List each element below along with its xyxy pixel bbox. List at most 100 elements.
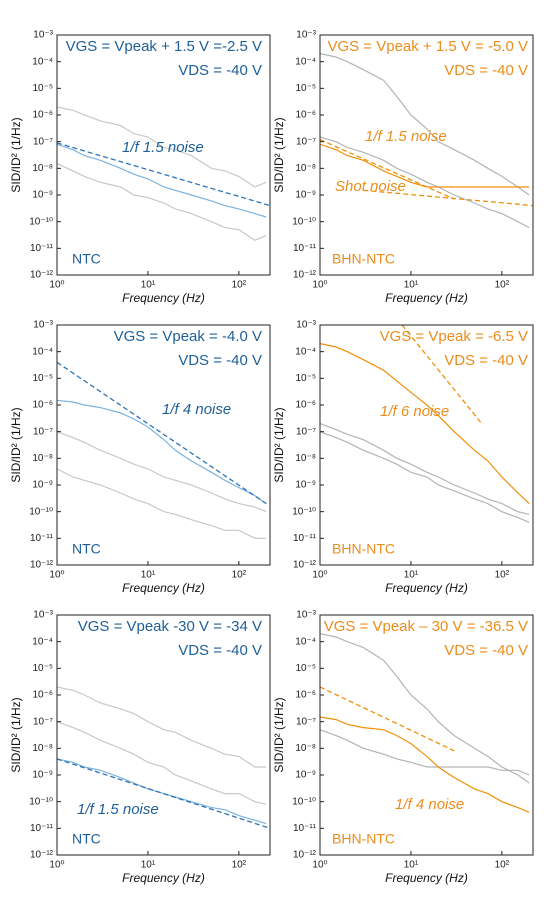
x-tick-label: 10² (495, 570, 510, 581)
y-axis-label: SID/ID² (1/Hz) (272, 407, 286, 482)
x-tick-label: 10² (495, 280, 510, 291)
y-tick-label: 10⁻³ (296, 30, 316, 41)
series-line (57, 106, 267, 188)
annotation: VDS = -40 V (444, 62, 528, 79)
series-line (320, 139, 455, 200)
annotation: 1/f 1.5 noise (77, 801, 159, 818)
annotation: Shot noise (335, 178, 406, 195)
series-line (320, 53, 530, 196)
y-tick-label: 10⁻⁵ (32, 663, 53, 674)
series-line (320, 423, 530, 515)
y-axis-label: SID/ID² (1/Hz) (272, 117, 286, 192)
x-axis-label: Frequency (Hz) (122, 871, 205, 885)
plot-frame (56, 324, 271, 566)
y-tick-label: 10⁻⁶ (32, 690, 53, 701)
y-tick-label: 10⁻⁴ (32, 346, 53, 357)
x-tick-label: 10¹ (141, 860, 156, 871)
y-tick-label: 10⁻⁸ (295, 743, 316, 754)
x-axis-label: Frequency (Hz) (122, 291, 205, 305)
annotation: VDS = -40 V (444, 642, 528, 659)
annotation: VGS = Vpeak + 1.5 V = -5.0 V (327, 38, 528, 55)
annotation: VGS = Vpeak – 30 V = -36.5 V (324, 618, 528, 635)
y-tick-label: 10⁻⁷ (33, 136, 53, 147)
series-line (57, 163, 267, 241)
y-tick-label: 10⁻⁸ (295, 453, 316, 464)
y-tick-label: 10⁻¹² (293, 560, 317, 571)
y-tick-label: 10⁻⁴ (295, 56, 316, 67)
annotation: VGS = Vpeak + 1.5 V =-2.5 V (66, 38, 262, 55)
y-tick-label: 10⁻⁷ (296, 716, 316, 727)
annotation: 1/f 4 noise (395, 796, 464, 813)
panel: 10⁻¹² 10⁻¹¹ 10⁻¹⁰ 10⁻⁹ 10⁻⁸ 10⁻⁷ 10⁻⁶ 10⁻⁵ 10⁻⁴ 1… (272, 610, 534, 885)
annotation: VDS = -40 V (178, 62, 262, 79)
x-axis-label: Frequency (Hz) (122, 581, 205, 595)
y-tick-label: 10⁻⁶ (295, 110, 316, 121)
y-tick-label: 10⁻¹⁰ (29, 216, 53, 227)
y-tick-label: 10⁻¹⁰ (292, 796, 316, 807)
series-line (57, 142, 270, 207)
panel: 10⁻¹² 10⁻¹¹ 10⁻¹⁰ 10⁻⁹ 10⁻⁸ 10⁻⁷ 10⁻⁶ 10⁻⁵ 10⁻⁴ 1… (9, 610, 271, 885)
x-tick-label: 10¹ (404, 570, 419, 581)
annotation: VDS = -40 V (444, 352, 528, 369)
y-tick-label: 10⁻¹² (293, 850, 317, 861)
x-tick-label: 10¹ (141, 570, 156, 581)
y-tick-label: 10⁻¹⁰ (29, 796, 53, 807)
y-axis-label: SID/ID² (1/Hz) (272, 697, 286, 772)
x-tick-label: 10¹ (404, 280, 419, 291)
series-line (320, 343, 530, 505)
y-tick-label: 10⁻⁷ (296, 136, 316, 147)
x-tick-label: 10¹ (404, 860, 419, 871)
x-axis-label: Frequency (Hz) (385, 871, 468, 885)
y-tick-label: 10⁻¹¹ (293, 243, 317, 254)
y-tick-label: 10⁻⁷ (33, 426, 53, 437)
y-tick-label: 10⁻¹² (30, 270, 54, 281)
y-tick-label: 10⁻⁶ (295, 400, 316, 411)
series-line (363, 189, 533, 207)
annotation: 1/f 4 noise (162, 401, 231, 418)
x-tick-label: 10⁰ (312, 280, 327, 291)
series-line (401, 325, 483, 425)
y-tick-label: 10⁻⁹ (295, 480, 316, 491)
x-tick-label: 10⁰ (312, 860, 327, 871)
annotation: BHN-NTC (332, 831, 395, 847)
y-tick-label: 10⁻³ (33, 610, 53, 621)
plot-frame (56, 614, 271, 856)
annotation: VDS = -40 V (178, 352, 262, 369)
annotation: NTC (72, 831, 101, 847)
x-tick-label: 10² (232, 860, 247, 871)
x-tick-label: 10⁰ (312, 570, 327, 581)
y-tick-label: 10⁻⁵ (295, 373, 316, 384)
y-tick-label: 10⁻⁴ (32, 56, 53, 67)
x-tick-label: 10⁰ (49, 570, 64, 581)
x-tick-label: 10² (232, 570, 247, 581)
y-tick-label: 10⁻³ (33, 30, 53, 41)
y-tick-label: 10⁻⁸ (32, 743, 53, 754)
y-tick-label: 10⁻⁵ (32, 83, 53, 94)
annotation: VGS = Vpeak = -4.0 V (114, 328, 262, 345)
y-tick-label: 10⁻¹¹ (293, 533, 317, 544)
series-line (320, 686, 455, 752)
panel: 10⁻¹² 10⁻¹¹ 10⁻¹⁰ 10⁻⁹ 10⁻⁸ 10⁻⁷ 10⁻⁶ 10⁻⁵ 10⁻⁴ 1… (272, 320, 534, 595)
x-tick-label: 10⁰ (49, 860, 64, 871)
plot-frame (319, 34, 534, 276)
series-line (320, 716, 530, 813)
y-tick-label: 10⁻⁸ (32, 453, 53, 464)
annotation: VDS = -40 V (178, 642, 262, 659)
annotation: BHN-NTC (332, 541, 395, 557)
y-tick-label: 10⁻⁸ (32, 163, 53, 174)
y-tick-label: 10⁻⁴ (295, 346, 316, 357)
y-tick-label: 10⁻⁵ (295, 83, 316, 94)
panel: 10⁻¹² 10⁻¹¹ 10⁻¹⁰ 10⁻⁹ 10⁻⁸ 10⁻⁷ 10⁻⁶ 10⁻⁵ 10⁻⁴ 1… (272, 30, 534, 305)
y-tick-label: 10⁻¹² (293, 270, 317, 281)
x-tick-label: 10² (232, 280, 247, 291)
y-tick-label: 10⁻⁴ (295, 636, 316, 647)
panel: 10⁻¹² 10⁻¹¹ 10⁻¹⁰ 10⁻⁹ 10⁻⁸ 10⁻⁷ 10⁻⁶ 10⁻⁵ 10⁻⁴ 1… (9, 320, 271, 595)
series-line (57, 431, 267, 513)
plot-frame (319, 614, 534, 856)
y-tick-label: 10⁻¹¹ (30, 243, 54, 254)
annotation: 1/f 6 noise (380, 403, 449, 420)
series-line (57, 686, 267, 768)
annotation: BHN-NTC (332, 251, 395, 267)
y-tick-label: 10⁻⁵ (295, 663, 316, 674)
